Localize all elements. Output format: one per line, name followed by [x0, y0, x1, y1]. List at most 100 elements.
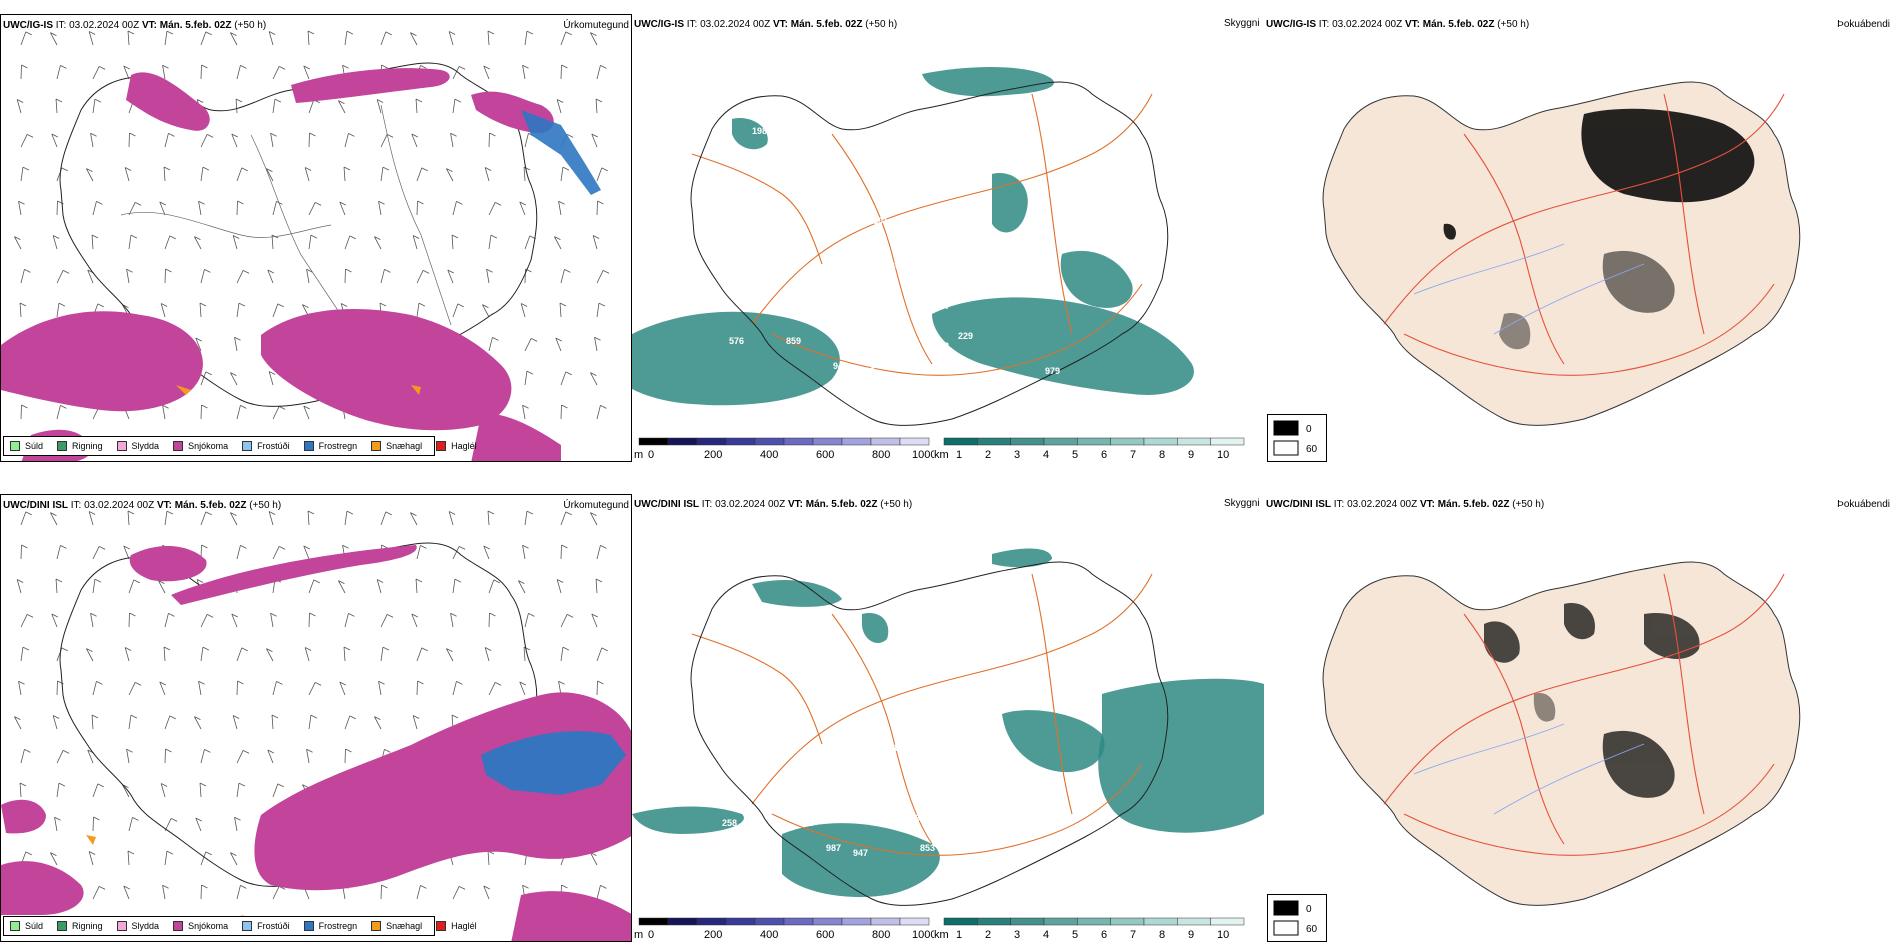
wind-barb — [56, 750, 64, 764]
wind-barb — [164, 715, 171, 730]
wind-barb — [452, 201, 457, 216]
visibility-colorbar-km: km 1 2 3 4 5 6 7 8 9 10 — [934, 436, 1256, 462]
wind-barb-flag — [94, 98, 102, 103]
wind-barb-flag — [378, 680, 385, 685]
wind-barb — [87, 269, 94, 284]
wind-barb-flag — [90, 132, 97, 137]
wind-barb-flag — [55, 98, 63, 103]
valid-time: VT: Mán. 5.feb. 02Z — [787, 499, 878, 510]
wind-barb — [92, 681, 97, 696]
wind-barb-flag — [483, 885, 490, 890]
colorbar-cell — [899, 917, 930, 926]
wind-barb — [560, 614, 568, 628]
wind-barb — [410, 512, 418, 526]
wind-barb-flag — [158, 580, 165, 584]
wind-barb — [122, 784, 130, 798]
wind-barb-flag — [51, 613, 58, 618]
visibility-panel-title: Skyggni — [1224, 498, 1260, 509]
wind-barb-flag — [97, 783, 104, 788]
wind-barb — [448, 511, 454, 526]
legend-label: Rigning — [72, 921, 103, 931]
wind-barb — [344, 235, 351, 250]
wind-barb — [20, 269, 25, 284]
wind-barb-flag — [230, 512, 237, 516]
wind-barb — [163, 167, 166, 182]
wind-barb-flag — [60, 405, 67, 409]
wind-barb — [91, 235, 94, 250]
wind-barb — [303, 65, 310, 80]
wind-barb-flag — [522, 884, 529, 889]
wind-barb-flag — [50, 852, 57, 856]
visibility-value: 576 — [729, 336, 744, 346]
wind-barb-flag — [86, 648, 93, 652]
wind-barb — [484, 167, 490, 182]
wind-barb-flag — [346, 510, 354, 515]
init-time: IT: 03.02.2024 00Z — [1318, 19, 1403, 30]
colorbar-tick: 7 — [1130, 929, 1136, 941]
wind-barb — [272, 406, 280, 420]
wind-barb — [376, 579, 382, 594]
valid-time: VT: Mán. 5.feb. 02Z — [156, 500, 247, 511]
wind-barb-flag — [242, 750, 250, 754]
colorbar-cell — [638, 917, 669, 926]
colorbar-cell — [977, 917, 1011, 926]
wind-barb — [482, 304, 490, 318]
wind-barb — [200, 511, 207, 526]
wind-barb-flag — [348, 613, 355, 617]
legend-item-4: Frostúði — [242, 441, 290, 451]
wind-barb-flag — [349, 235, 356, 240]
wind-barb-flag — [412, 235, 420, 239]
colorbar-cell — [638, 437, 669, 446]
wind-barb — [596, 65, 601, 80]
wind-barb-flag — [597, 200, 604, 205]
wind-barb-flag — [526, 30, 534, 35]
wind-barb-flag — [21, 64, 28, 69]
wind-barb — [90, 133, 94, 148]
wind-barb — [452, 579, 456, 594]
wind-barb — [126, 269, 130, 284]
fog-rivers — [1413, 723, 1645, 815]
wind-barb — [596, 647, 603, 662]
wind-barb — [164, 851, 168, 866]
fog-panel-title: Þokuábendi — [1837, 499, 1890, 510]
wind-barb — [380, 614, 388, 628]
wind-barb-flag — [422, 270, 430, 274]
wind-barb-flag — [303, 405, 310, 410]
wind-barb-flag — [25, 511, 32, 516]
wind-barb — [56, 270, 64, 284]
fog-legend-swatch-black — [1273, 900, 1299, 916]
colorbar-cell — [725, 917, 756, 926]
precip-panel-header: UWC/IG-IS IT: 03.02.2024 00Z VT: Mán. 5.… — [3, 20, 266, 31]
legend-item-0: Súld — [10, 441, 43, 451]
wind-barb — [230, 852, 238, 866]
legend-item-4: Frostúði — [242, 921, 290, 931]
colorbar-cell — [667, 437, 698, 446]
wind-barb-flag — [420, 65, 427, 69]
wind-barb-flag — [231, 613, 238, 618]
wind-barb — [452, 681, 457, 696]
wind-barb-flag — [591, 133, 598, 138]
wind-barb-flag — [458, 66, 466, 70]
precip-panel-title: Úrkomutegund — [563, 500, 629, 511]
wind-barb — [304, 647, 310, 662]
wind-barb-flag — [314, 682, 322, 686]
wind-barb-flag — [201, 64, 208, 69]
wind-barb — [416, 647, 423, 662]
wind-barb — [200, 31, 207, 46]
wind-barb — [123, 65, 130, 80]
wind-barb-flag — [381, 64, 388, 69]
wind-barb-flag — [124, 167, 132, 171]
wind-barb-flag — [450, 132, 457, 137]
wind-barb — [416, 270, 424, 284]
wind-barb — [18, 201, 22, 216]
wind-barb-flag — [374, 716, 381, 720]
wind-barb — [591, 133, 598, 148]
wind-barb — [267, 749, 274, 764]
wind-barb — [410, 32, 418, 46]
wind-barb-flag — [166, 510, 174, 515]
visibility-value: 258 — [722, 818, 737, 828]
wind-barb — [90, 613, 94, 628]
colorbar-unit: m — [634, 449, 643, 461]
colorbar-tick: 200 — [704, 929, 722, 941]
